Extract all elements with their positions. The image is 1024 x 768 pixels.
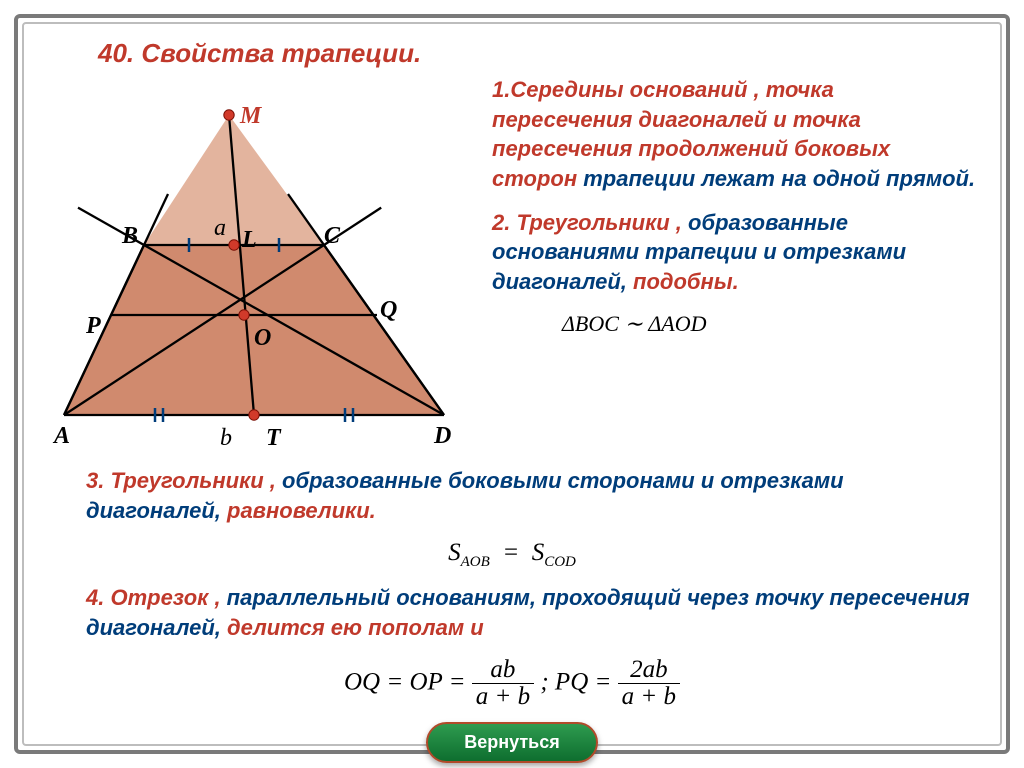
- property-4: 4. Отрезок , параллельный основаниям, пр…: [86, 583, 980, 642]
- slide-title: 40. Свойства трапеции.: [98, 38, 980, 69]
- property-3: 3. Треугольники , образованные боковыми …: [86, 466, 980, 525]
- prop1-tail: трапеции лежат на одной прямой.: [583, 166, 975, 191]
- back-button[interactable]: Вернуться: [426, 722, 598, 763]
- content-row: A D B C M L T O P Qa b 1.Середины оснований , точк…: [44, 75, 980, 460]
- property-1: 1.Середины оснований , точка пересечения…: [492, 75, 980, 194]
- diagram-label-D: D: [434, 423, 451, 450]
- frac1-num: ab: [472, 657, 534, 684]
- fraction-1: ab a + b: [472, 657, 534, 711]
- diagram-label-b: b: [220, 425, 232, 452]
- diagram-label-T: T: [266, 425, 281, 452]
- prop4-tail: делится ею пополам и: [227, 615, 484, 640]
- right-column: 1.Середины оснований , точка пересечения…: [492, 75, 980, 337]
- seg-prefix: OQ = OP =: [344, 668, 472, 695]
- diagram-label-L: L: [242, 227, 257, 254]
- trapezoid-diagram: A D B C M L T O P Qa b: [44, 75, 474, 460]
- area-right-s: S: [532, 539, 545, 566]
- similarity-formula: ΔBOC ∼ ΔAOD: [562, 311, 980, 337]
- button-row: Вернуться: [44, 722, 980, 763]
- segment-formula: OQ = OP = ab a + b ; PQ = 2ab a + b: [44, 657, 980, 711]
- slide-content: 40. Свойства трапеции. ADBCMLTOPQab 1.Се…: [22, 22, 1002, 746]
- diagram-label-B: B: [122, 223, 138, 250]
- frac1-den: a + b: [472, 684, 534, 710]
- prop2-lead: 2. Треугольники ,: [492, 210, 688, 235]
- diagram-label-O: O: [254, 325, 271, 352]
- frac2-num: 2ab: [618, 657, 680, 684]
- outer-frame: 40. Свойства трапеции. ADBCMLTOPQab 1.Се…: [14, 14, 1010, 754]
- area-left-s: S: [448, 539, 461, 566]
- seg-sep: ; PQ =: [540, 668, 617, 695]
- diagram-label-Q: Q: [380, 297, 397, 324]
- area-right-sub: COD: [544, 554, 576, 570]
- area-left-sub: AOB: [461, 554, 490, 570]
- frac2-den: a + b: [618, 684, 680, 710]
- prop3-tail: равновелики.: [227, 498, 376, 523]
- property-2: 2. Треугольники , образованные основания…: [492, 208, 980, 297]
- prop4-lead: 4. Отрезок ,: [86, 585, 227, 610]
- fraction-2: 2ab a + b: [618, 657, 680, 711]
- diagram-svg: [44, 75, 474, 455]
- prop3-lead: 3. Треугольники ,: [86, 468, 282, 493]
- area-equality-formula: SAOB = SCOD: [44, 539, 980, 571]
- diagram-label-M: M: [240, 103, 261, 130]
- prop2-tail: подобны.: [633, 269, 739, 294]
- diagram-label-P: P: [86, 313, 101, 340]
- diagram-label-a: a: [214, 215, 226, 242]
- diagram-label-A: A: [54, 423, 70, 450]
- diagram-label-C: C: [324, 223, 340, 250]
